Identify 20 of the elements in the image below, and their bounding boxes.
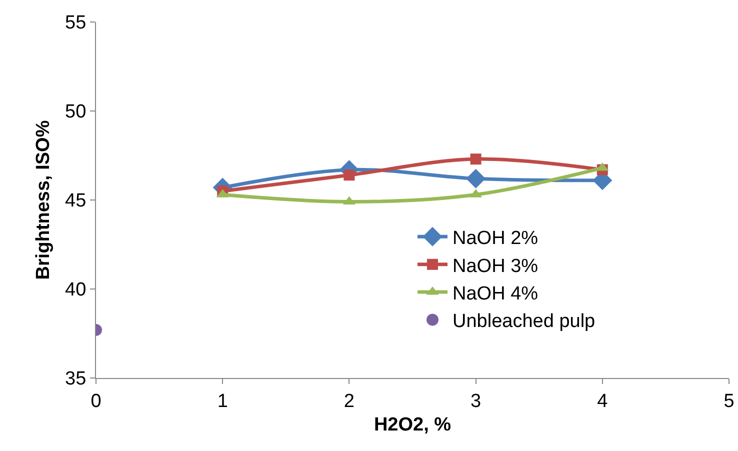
y-tick-label: 40 xyxy=(65,280,86,301)
y-tick-label: 55 xyxy=(65,12,86,34)
y-tick-label: 35 xyxy=(65,368,86,390)
y-tick-label: 50 xyxy=(65,102,86,123)
point xyxy=(344,170,355,181)
y-axis-title: Brightness, ISO% xyxy=(32,120,54,280)
legend-label: Unbleached pulp xyxy=(452,311,596,332)
x-tick-label: 1 xyxy=(217,390,228,412)
y-tick-label: 45 xyxy=(65,190,86,212)
legend-label: NaOH 3% xyxy=(452,256,538,277)
x-tick-label: 0 xyxy=(90,390,102,412)
legend-label: NaOH 4% xyxy=(452,283,538,304)
legend-label: NaOH 2% xyxy=(452,228,538,250)
x-axis-title: H2O2, % xyxy=(374,414,452,436)
point xyxy=(466,168,486,188)
x-tick-label: 5 xyxy=(724,390,734,412)
x-tick-label: 4 xyxy=(597,390,608,412)
x-tick-label: 3 xyxy=(470,390,482,412)
point xyxy=(470,154,482,165)
x-tick-label: 2 xyxy=(344,390,354,412)
